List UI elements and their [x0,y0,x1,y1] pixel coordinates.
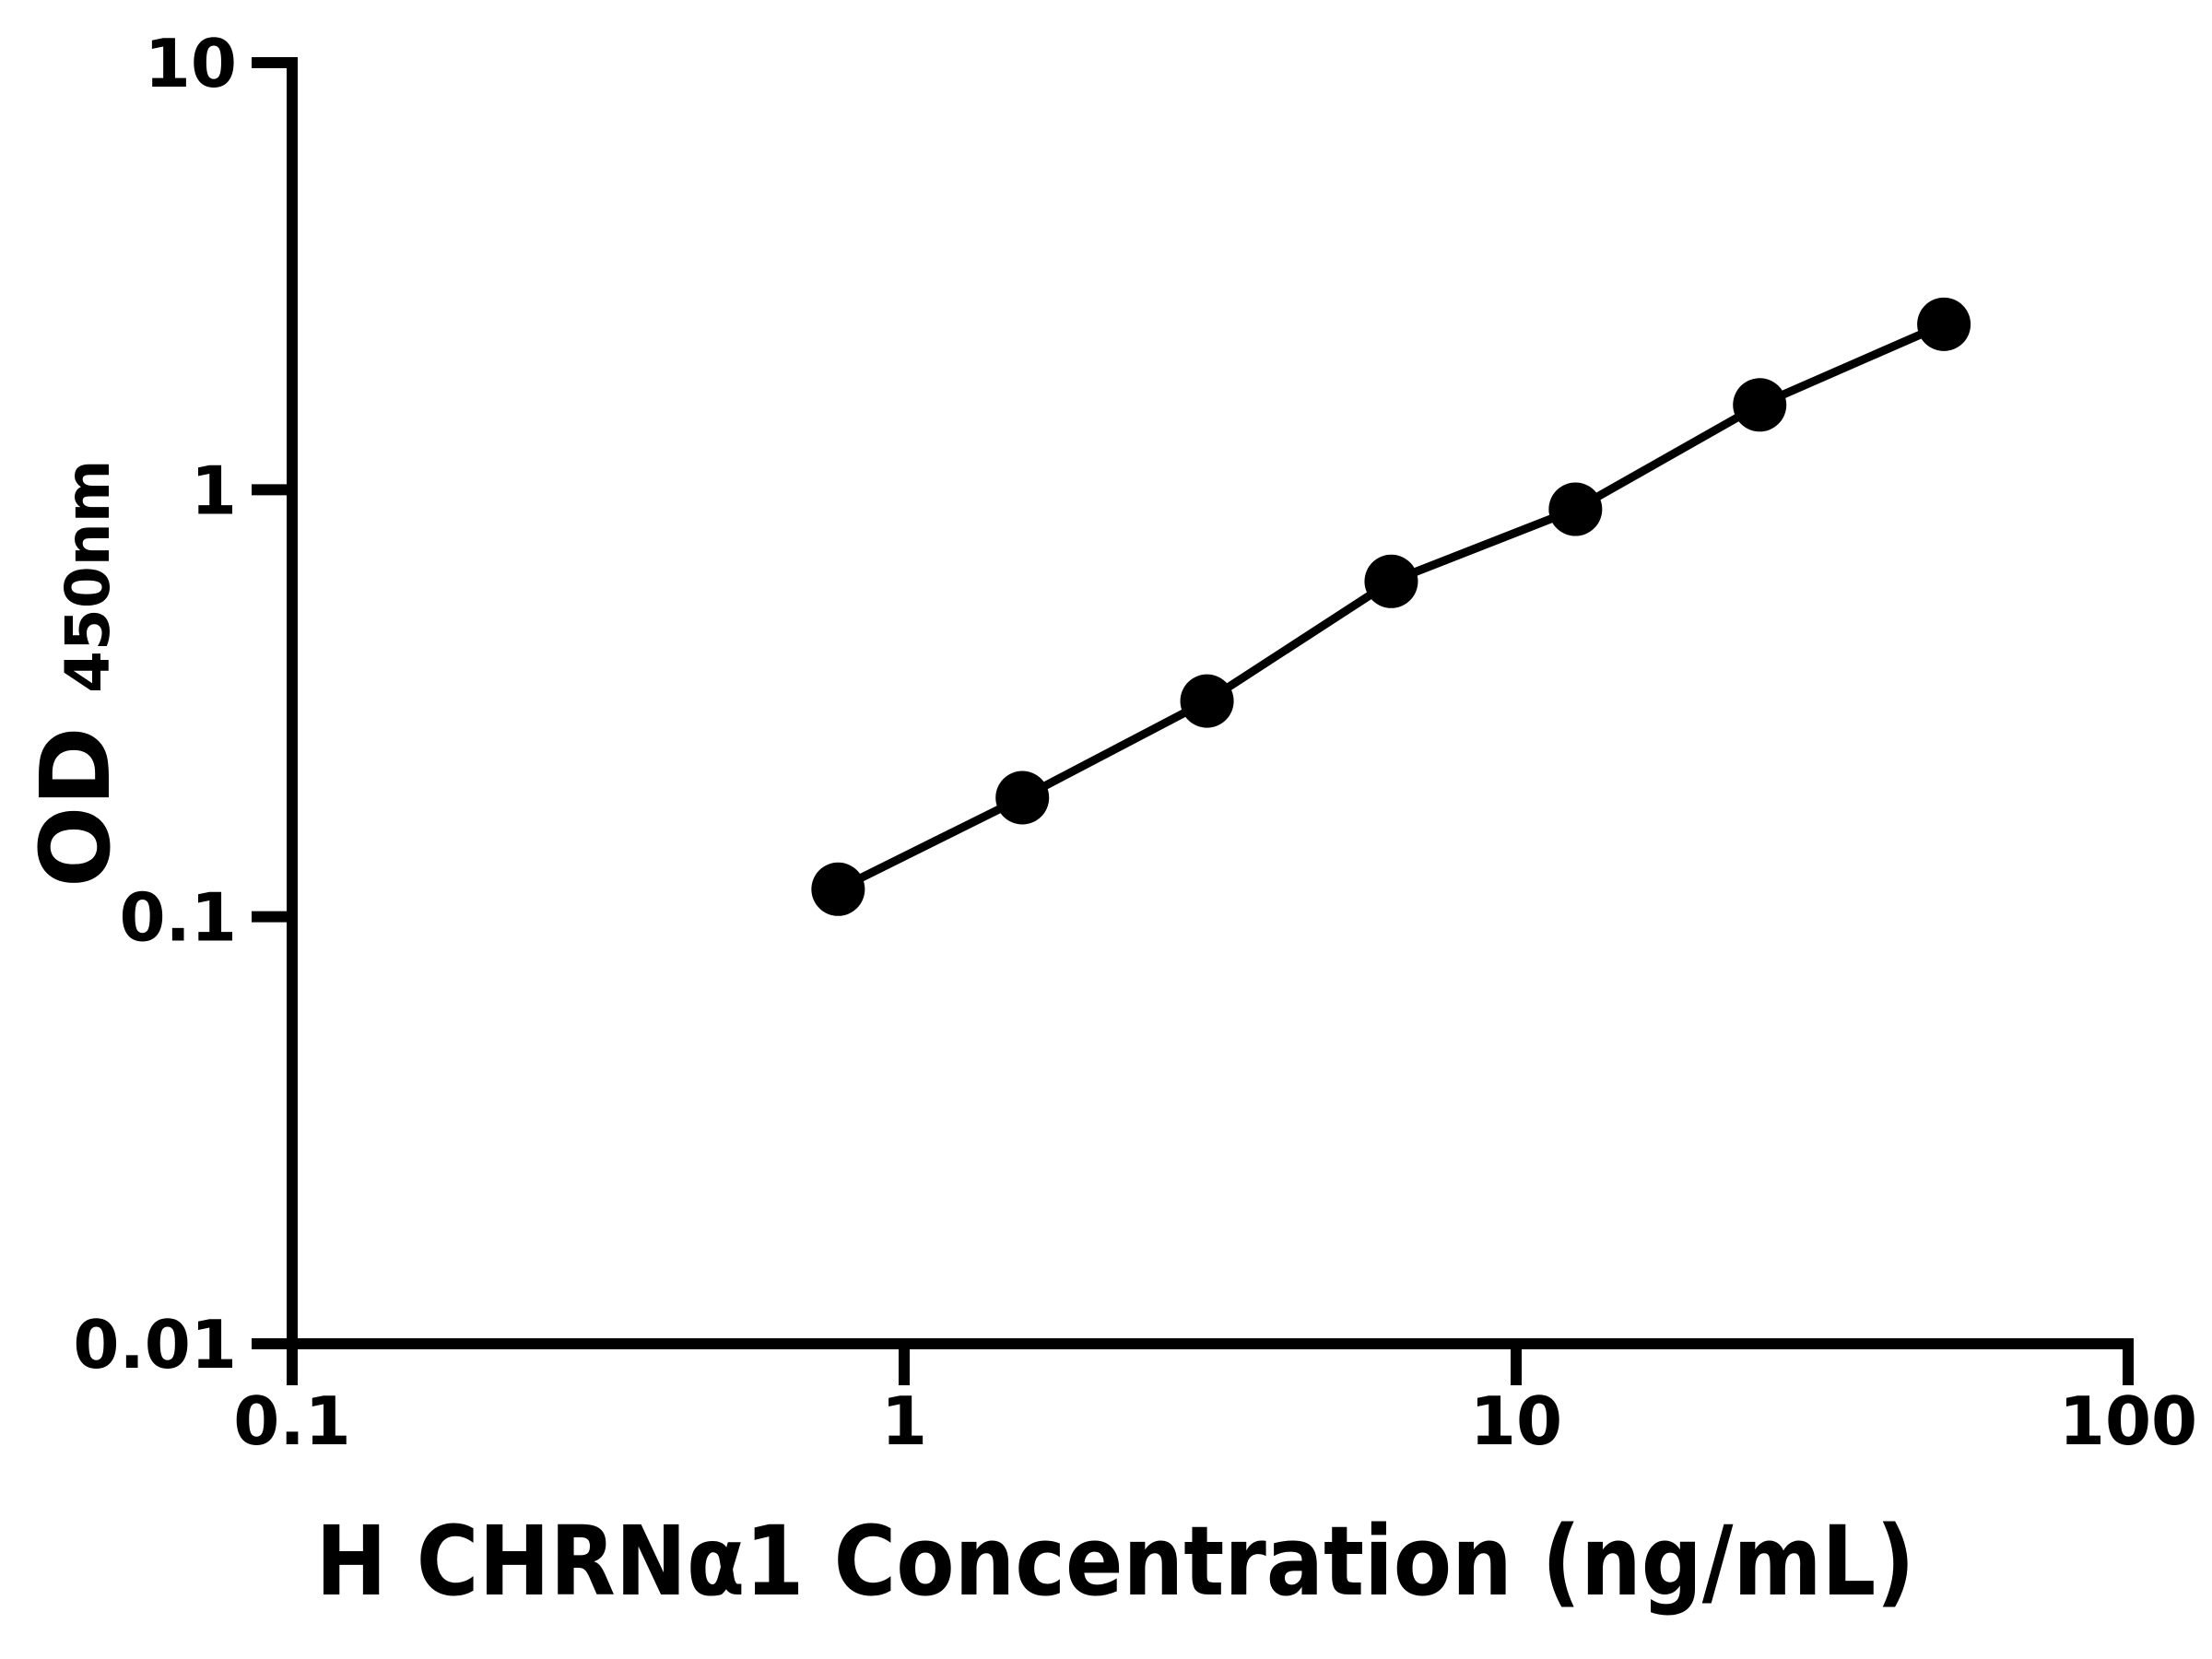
x-tick-label: 0.1 [233,1382,351,1460]
x-tick-label: 10 [1470,1382,1562,1460]
x-axis-title: H CHRNα1 Concentration (ng/mL) [316,1505,1915,1618]
axes [287,57,2134,1349]
y-tick-label: 10 [145,25,237,102]
y-axis-title-subscript: 450nm [53,460,124,694]
data-point-marker [811,862,865,916]
x-tick-label: 1 [881,1382,927,1460]
data-point-marker [995,771,1050,825]
x-tick-label: 100 [2059,1382,2197,1460]
x-axis-ticks [287,1344,2134,1385]
data-series [811,297,1971,916]
data-point-marker [1917,297,1971,351]
y-axis-tick-labels: 10 1 0.1 0.01 [73,25,237,1383]
data-point-marker [1548,482,1603,536]
y-axis-title: OD 450nm [19,460,132,888]
x-axis-tick-labels: 0.1 1 10 100 [233,1382,2197,1460]
data-point-marker [1364,554,1418,608]
y-axis-title-main: OD [19,726,132,888]
y-tick-label: 1 [191,452,237,529]
data-point-marker [1733,378,1787,432]
y-tick-label: 0.1 [119,879,237,957]
y-axis-ticks [252,57,293,1349]
y-tick-label: 0.01 [73,1306,237,1383]
data-point-marker [1180,674,1234,728]
